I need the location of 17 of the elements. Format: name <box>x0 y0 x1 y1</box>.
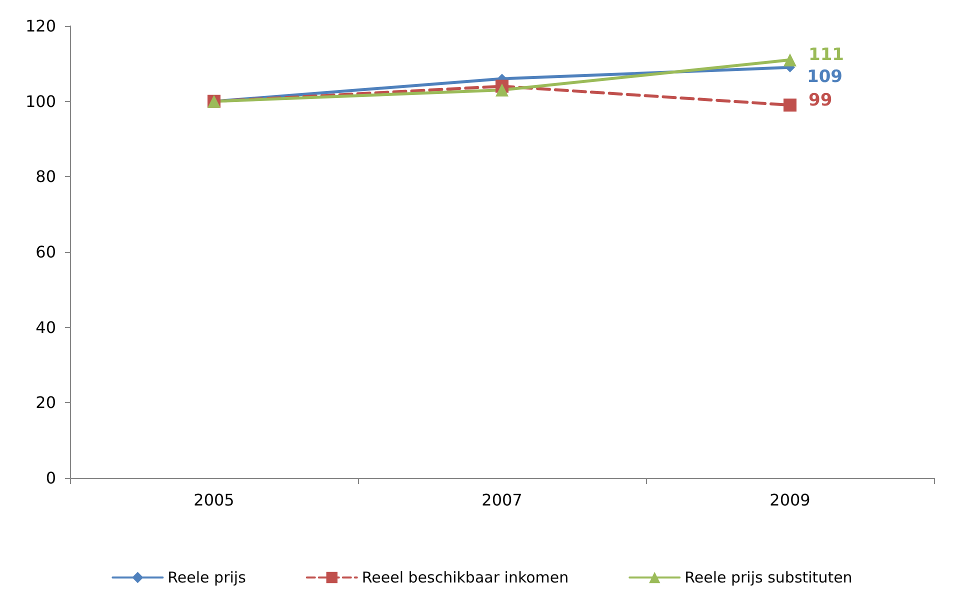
data-label: 99 <box>808 90 832 110</box>
legend-label: Reeel beschikbaar inkomen <box>362 568 569 586</box>
legend-label: Reele prijs substituten <box>684 568 852 586</box>
y-tick-label: 120 <box>25 16 56 36</box>
y-tick-label: 80 <box>36 167 56 186</box>
y-tick-label: 40 <box>36 318 56 337</box>
y-tick-label: 20 <box>36 393 56 412</box>
x-tick-label: 2005 <box>194 490 234 510</box>
x-tick-label: 2007 <box>482 490 522 510</box>
y-tick-label: 60 <box>36 242 56 262</box>
x-tick-label: 2009 <box>770 490 810 510</box>
legend-label: Reele prijs <box>168 568 246 586</box>
point <box>784 98 796 112</box>
y-tick-label: 0 <box>46 468 56 488</box>
data-label: 109 <box>807 67 842 88</box>
data-label: 111 <box>808 45 844 66</box>
y-tick-label: 100 <box>25 92 56 111</box>
